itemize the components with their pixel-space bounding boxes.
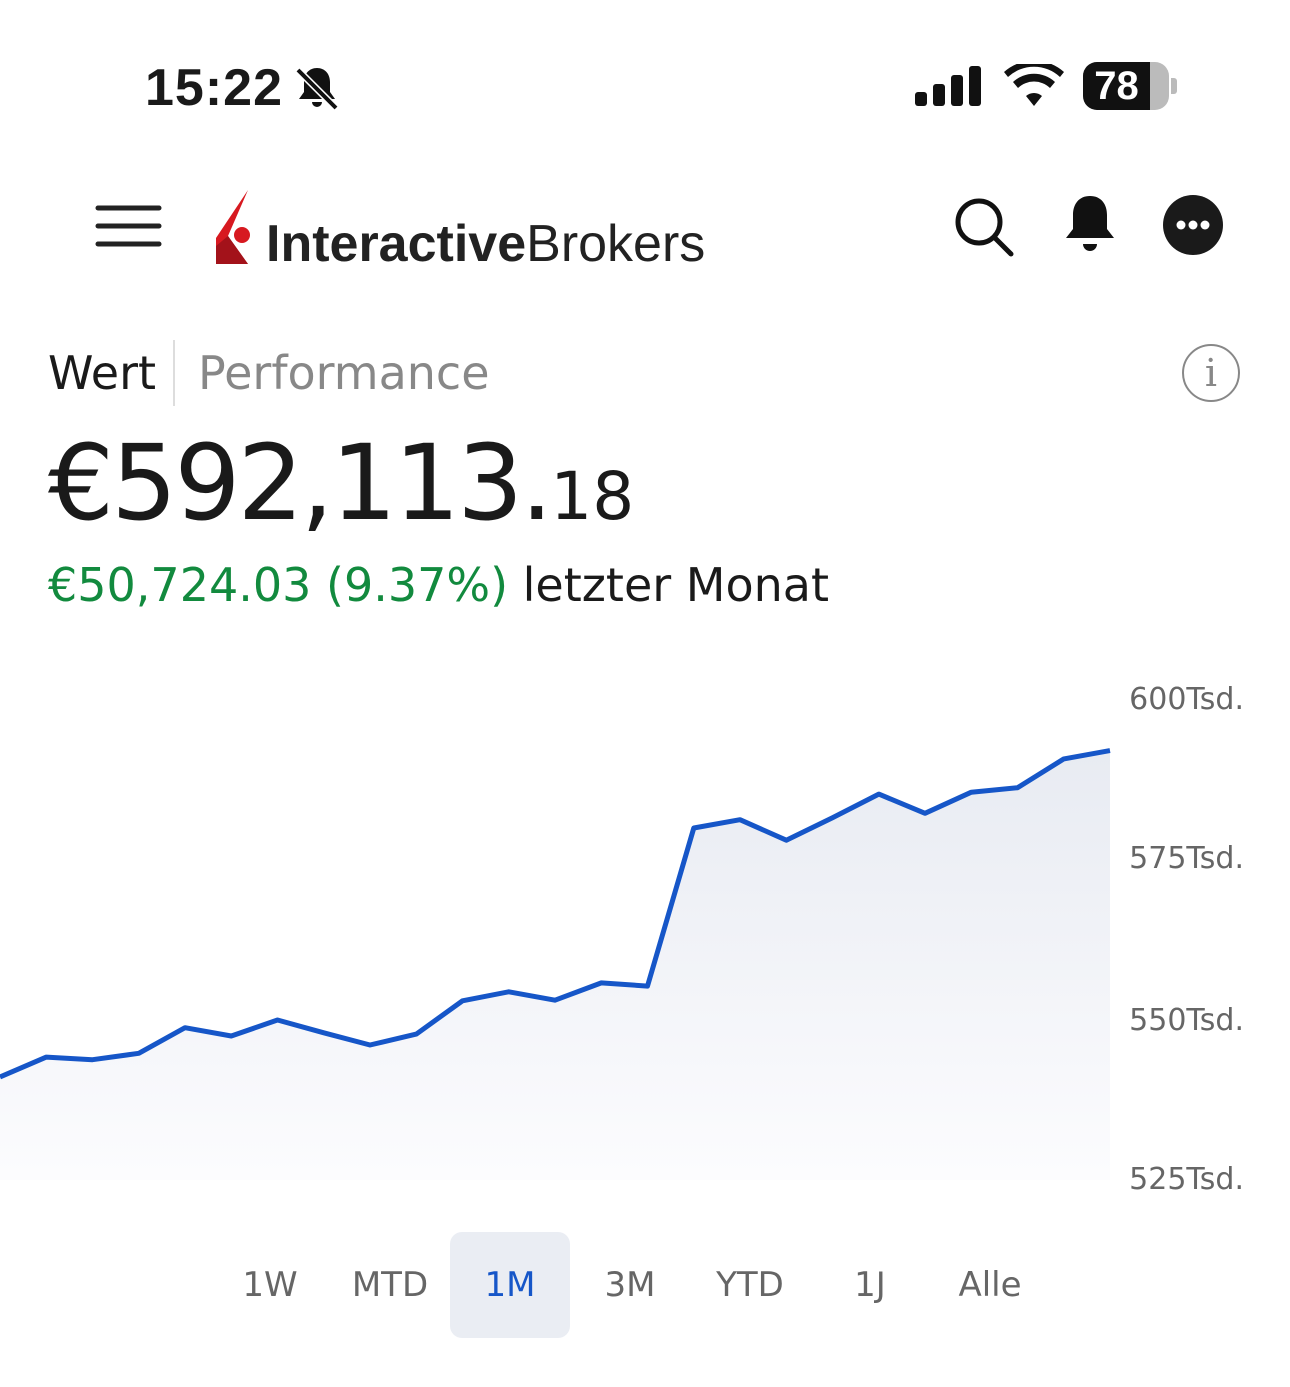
range-1m[interactable]: 1M: [450, 1232, 570, 1338]
bell-icon[interactable]: [1062, 194, 1118, 258]
menu-icon[interactable]: [95, 204, 163, 248]
signal-icon: [915, 66, 981, 106]
range-ytd[interactable]: YTD: [716, 1265, 784, 1305]
value-main: €592,113.: [48, 422, 553, 544]
range-3m[interactable]: 3M: [604, 1265, 656, 1305]
range-1j[interactable]: 1J: [854, 1265, 886, 1305]
y-tick-label: 525Tsd.: [1129, 1162, 1244, 1197]
logo-text-regular: Brokers: [526, 215, 706, 273]
y-tick-label: 550Tsd.: [1129, 1003, 1244, 1038]
range-mtd[interactable]: MTD: [351, 1265, 429, 1305]
portfolio-value: €592,113.18: [48, 422, 634, 544]
tab-divider: [173, 340, 175, 406]
logo-icon: [216, 190, 250, 264]
logo: InteractiveBrokers: [266, 214, 705, 274]
tab-wert[interactable]: Wert: [48, 346, 157, 400]
range-1w[interactable]: 1W: [242, 1265, 298, 1305]
change-amount: €50,724.03 (9.37%): [48, 558, 509, 612]
value-chart[interactable]: [0, 640, 1290, 1220]
y-tick-label: 600Tsd.: [1129, 682, 1244, 717]
change-period: letzter Monat: [522, 558, 830, 612]
value-cents: 18: [550, 458, 635, 535]
search-icon[interactable]: [953, 196, 1015, 258]
chart-line: [0, 748, 1111, 1080]
logo-text-bold: Interactive: [266, 215, 527, 273]
chart-area: [0, 750, 1110, 1180]
wifi-icon: [1004, 64, 1064, 106]
bell-slash-icon: [295, 67, 339, 111]
tab-performance[interactable]: Performance: [198, 346, 490, 400]
portfolio-change: €50,724.03 (9.37%) letzter Monat: [48, 558, 829, 612]
y-tick-label: 575Tsd.: [1129, 841, 1244, 876]
range-alle[interactable]: Alle: [958, 1265, 1022, 1305]
battery-icon: 78: [1083, 62, 1169, 110]
status-time: 15:22: [145, 59, 283, 117]
range-selector: 1W MTD 1M 3M YTD 1J Alle: [210, 1232, 1050, 1338]
battery-level: 78: [1094, 64, 1139, 108]
more-icon[interactable]: [1163, 195, 1223, 255]
info-icon[interactable]: i: [1182, 344, 1240, 402]
